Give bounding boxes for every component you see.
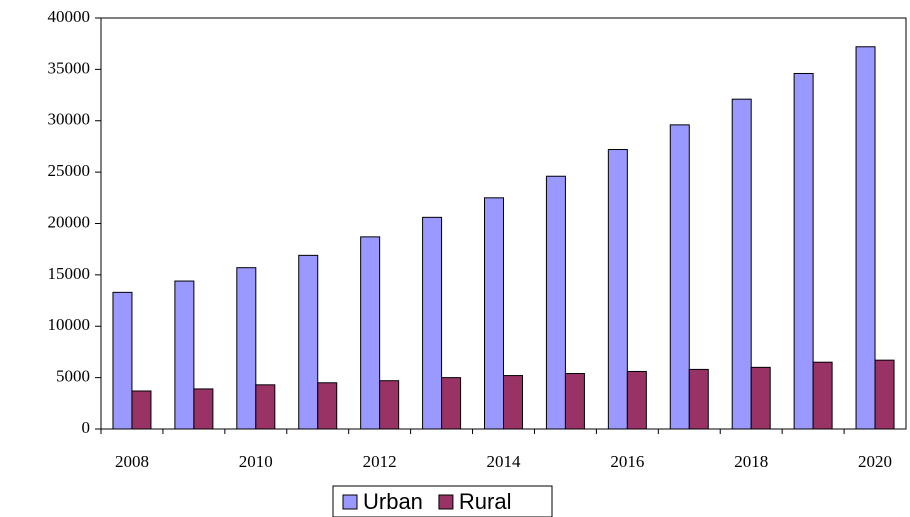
bar <box>626 370 647 430</box>
y-tick-label: 5000 <box>56 367 90 386</box>
x-tick-label: 2012 <box>363 452 397 471</box>
bar <box>564 373 585 430</box>
bar <box>298 254 319 430</box>
y-tick-label: 0 <box>82 418 91 437</box>
x-tick-label: 2008 <box>115 452 149 471</box>
y-tick-label: 40000 <box>48 7 91 26</box>
x-tick-label: 2018 <box>734 452 768 471</box>
bar <box>112 291 133 430</box>
bar <box>688 368 709 430</box>
legend-box <box>332 485 553 517</box>
bar <box>379 380 400 430</box>
x-tick-label: 2020 <box>858 452 892 471</box>
y-tick-label: 35000 <box>48 58 91 77</box>
bar <box>317 382 338 430</box>
bar <box>174 280 195 430</box>
bar <box>193 388 214 430</box>
bar <box>255 384 276 430</box>
y-tick-label: 30000 <box>48 110 91 129</box>
bar <box>793 72 814 430</box>
bar <box>441 377 462 430</box>
y-tick-label: 10000 <box>48 315 91 334</box>
x-tick-label: 2016 <box>610 452 644 471</box>
x-tick-label: 2010 <box>239 452 273 471</box>
bar <box>236 267 257 430</box>
bar <box>484 197 504 430</box>
bar <box>503 375 523 430</box>
bar <box>750 366 771 430</box>
legend-swatch <box>342 494 358 510</box>
y-tick-label: 15000 <box>48 264 91 283</box>
bar <box>669 124 690 430</box>
bar <box>855 46 876 430</box>
bar <box>422 216 443 430</box>
bar <box>545 175 566 430</box>
bar <box>812 361 833 430</box>
bar <box>607 149 628 430</box>
bar <box>874 359 895 430</box>
bar <box>360 236 381 430</box>
legend-swatch <box>438 494 454 510</box>
bar <box>131 390 152 430</box>
y-tick-label: 25000 <box>48 161 91 180</box>
x-tick-label: 2014 <box>487 452 522 471</box>
legend-label: Urban <box>363 489 423 514</box>
bar <box>731 98 752 430</box>
legend-label: Rural <box>459 489 512 514</box>
y-tick-label: 20000 <box>48 212 91 231</box>
